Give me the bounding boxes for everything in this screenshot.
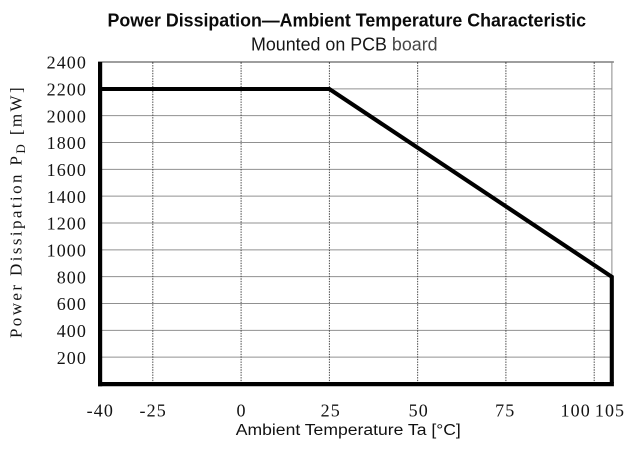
svg-text:2000: 2000 — [47, 106, 87, 126]
svg-text:1800: 1800 — [47, 133, 87, 153]
svg-text:200: 200 — [57, 348, 87, 368]
svg-text:Mounted on PCB board: Mounted on PCB board — [251, 34, 438, 54]
svg-text:600: 600 — [57, 294, 87, 314]
svg-text:400: 400 — [57, 321, 87, 341]
svg-text:2200: 2200 — [47, 79, 87, 99]
svg-text:-25: -25 — [140, 400, 167, 420]
svg-text:105: 105 — [595, 400, 625, 420]
svg-text:1000: 1000 — [47, 240, 87, 260]
svg-text:800: 800 — [57, 267, 87, 287]
svg-text:Ambient Temperature Ta [°C]: Ambient Temperature Ta [°C] — [236, 422, 461, 439]
svg-text:2400: 2400 — [47, 53, 87, 73]
svg-text:75: 75 — [495, 400, 515, 420]
svg-text:-40: -40 — [87, 400, 114, 420]
svg-text:50: 50 — [409, 400, 429, 420]
svg-text:25: 25 — [321, 400, 341, 420]
svg-text:Power Dissipation PD [mW]: Power Dissipation PD [mW] — [7, 85, 29, 338]
svg-text:1400: 1400 — [47, 187, 87, 207]
svg-text:100: 100 — [561, 400, 591, 420]
svg-text:1600: 1600 — [47, 160, 87, 180]
svg-text:1200: 1200 — [47, 214, 87, 234]
svg-text:0: 0 — [237, 400, 247, 420]
svg-text:Power Dissipation—Ambient Temp: Power Dissipation—Ambient Temperature Ch… — [108, 11, 587, 31]
